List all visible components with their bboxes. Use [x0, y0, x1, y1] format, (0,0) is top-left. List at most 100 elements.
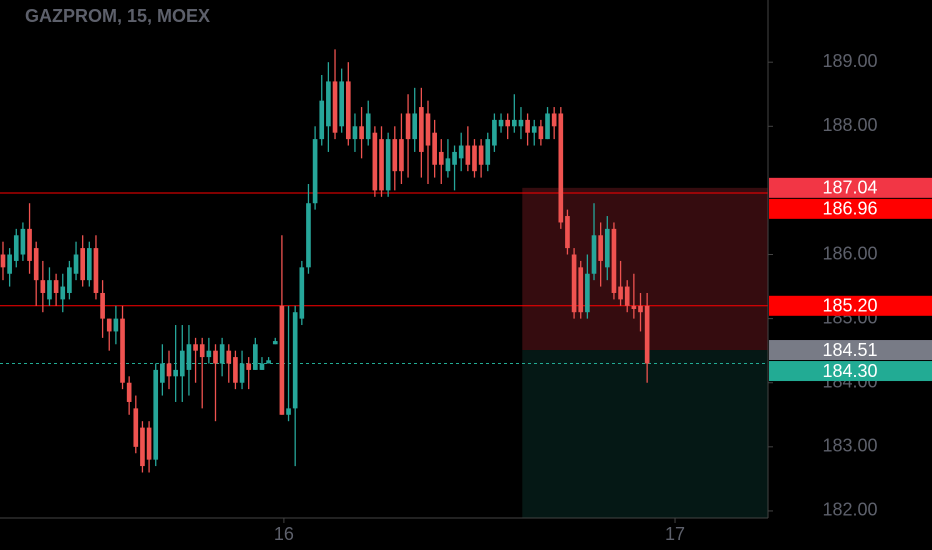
candle-body: [40, 280, 46, 293]
candle-body: [492, 119, 497, 146]
candle-body: [405, 113, 411, 140]
price-label-box: [769, 340, 932, 361]
candle-body: [219, 344, 225, 364]
candle-body: [86, 248, 92, 281]
x-tick-label: 16: [274, 524, 294, 544]
candle-body: [0, 254, 6, 268]
candle-body: [505, 119, 511, 127]
candle-body: [379, 139, 384, 191]
candle-body: [153, 369, 159, 460]
candle-body: [545, 113, 550, 140]
candle-body: [133, 408, 139, 447]
price-label: 184.51: [822, 340, 877, 360]
candle-body: [73, 254, 79, 274]
candle-body: [445, 158, 451, 172]
price-label-box: [769, 198, 932, 219]
candle-body: [644, 305, 650, 364]
candle-body: [253, 344, 258, 370]
candle-body: [472, 145, 477, 172]
candle-body: [166, 363, 172, 377]
candle-body: [106, 318, 112, 332]
candle-body: [47, 280, 52, 300]
candle-body: [551, 113, 557, 127]
candle-body: [199, 344, 205, 358]
candle-body: [272, 341, 278, 345]
candle-body: [478, 145, 484, 165]
price-label: 187.04: [822, 178, 877, 198]
candle-body: [126, 382, 132, 402]
candle-body: [591, 235, 597, 274]
candle-body: [399, 139, 404, 172]
candle-body: [53, 280, 59, 293]
candle-body: [538, 126, 544, 140]
candle-body: [173, 369, 178, 377]
candle-body: [512, 119, 517, 127]
candle-body: [631, 305, 637, 310]
candle-body: [246, 363, 252, 370]
candle-body: [20, 228, 26, 255]
candle-body: [571, 254, 577, 313]
candle-body: [292, 312, 298, 409]
candle-body: [193, 344, 198, 351]
candle-body: [425, 113, 431, 146]
candle-body: [279, 305, 285, 415]
candle-body: [565, 216, 570, 249]
candle-body: [33, 248, 39, 281]
y-tick-label: 183.00: [822, 436, 877, 456]
candle-body: [213, 350, 218, 364]
candle-body: [419, 107, 424, 152]
candle-body: [359, 126, 364, 140]
candle-body: [312, 139, 318, 204]
candle-body: [638, 305, 643, 313]
candle-body: [266, 360, 271, 364]
y-tick-label: 182.00: [822, 500, 877, 520]
candle-body: [179, 350, 185, 377]
price-label-box: [769, 295, 932, 316]
chart-title: GAZPROM, 15, MOEX: [25, 6, 210, 26]
candle-body: [13, 235, 19, 261]
candle-body: [452, 151, 457, 165]
candle-body: [412, 113, 418, 140]
price-label: 186.96: [822, 199, 877, 219]
plot-area: [0, 49, 768, 518]
candle-body: [618, 286, 623, 300]
candle-body: [306, 203, 311, 268]
candle-body: [239, 363, 245, 383]
y-tick-label: 189.00: [822, 51, 877, 71]
candle-body: [385, 139, 391, 191]
candle-body: [432, 132, 437, 165]
candle-body: [60, 286, 66, 300]
candle-body: [458, 145, 464, 159]
candle-body: [372, 132, 378, 191]
candle-body: [286, 408, 291, 415]
candle-body: [326, 81, 331, 127]
candle-body: [27, 228, 32, 261]
candle-body: [146, 427, 152, 460]
candle-body: [498, 119, 504, 127]
candle-body: [7, 254, 12, 274]
candle-body: [339, 81, 344, 127]
candle-body: [160, 363, 165, 383]
candle-body: [186, 344, 192, 370]
candle-body: [259, 363, 265, 370]
candle-body: [525, 119, 530, 133]
candle-body: [113, 318, 119, 332]
candle-body: [485, 139, 491, 165]
candle-body: [392, 139, 398, 172]
candle-body: [585, 273, 590, 313]
candle-body: [365, 113, 371, 140]
candle-body: [531, 126, 537, 133]
candle-body: [93, 248, 99, 293]
candle-body: [438, 151, 444, 165]
candle-body: [578, 267, 584, 313]
price-label-box: [769, 361, 932, 382]
candle-body: [120, 318, 125, 383]
candle-body: [67, 267, 72, 293]
candle-body: [233, 357, 238, 383]
candle-body: [319, 100, 325, 140]
price-label: 185.20: [822, 296, 877, 316]
candle-body: [226, 350, 232, 364]
y-tick-label: 188.00: [822, 115, 877, 135]
